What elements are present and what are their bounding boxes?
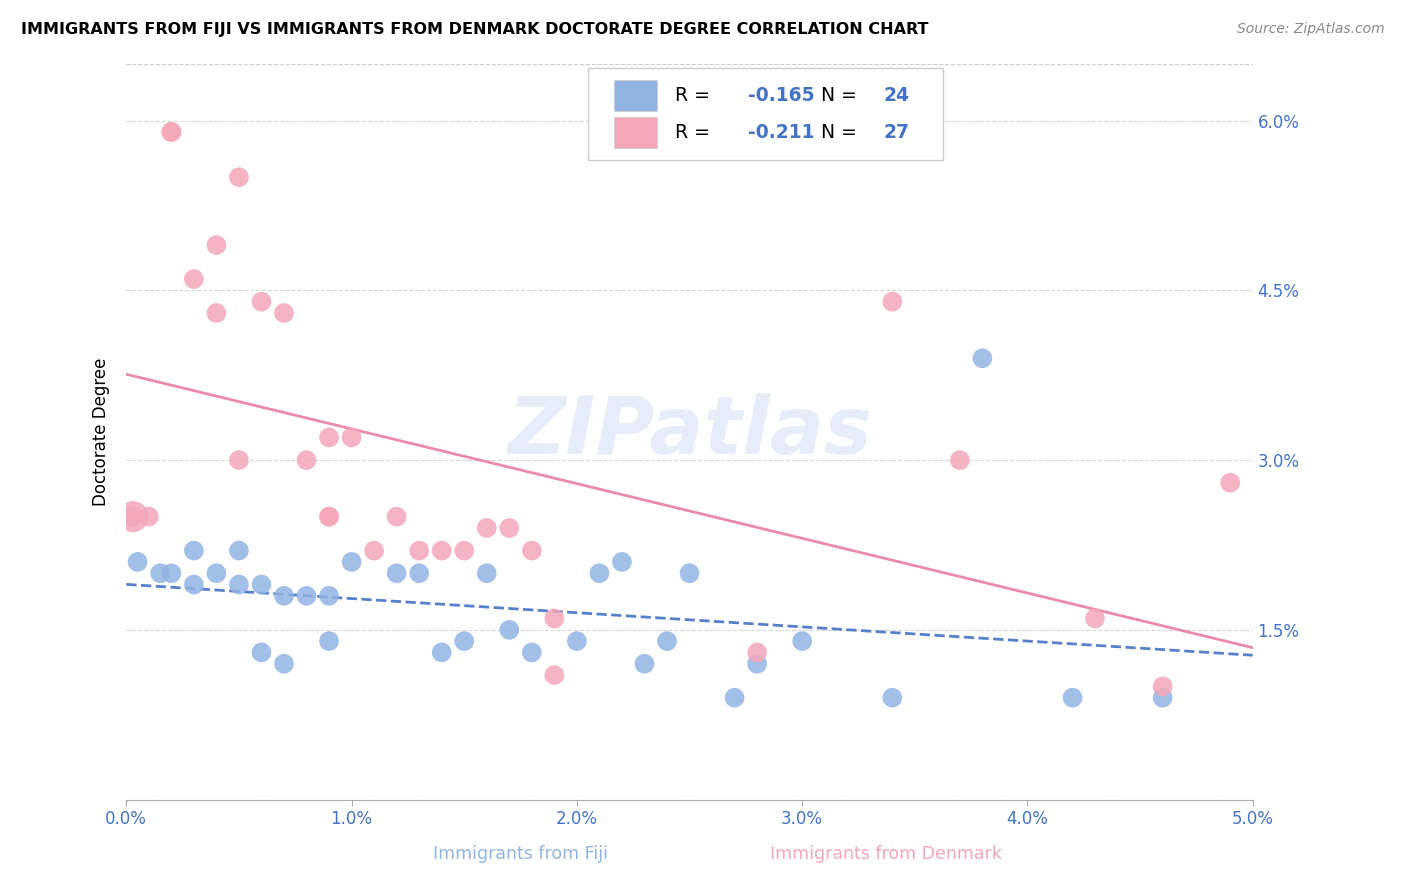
Point xyxy=(745,657,768,671)
Point xyxy=(273,657,295,671)
Point xyxy=(949,453,972,467)
Point xyxy=(205,306,228,320)
Point xyxy=(318,589,340,603)
Y-axis label: Doctorate Degree: Doctorate Degree xyxy=(93,358,110,506)
Point xyxy=(430,543,453,558)
Text: N =: N = xyxy=(821,86,863,104)
Point xyxy=(363,543,385,558)
Point xyxy=(250,577,273,591)
Point xyxy=(273,306,295,320)
Point xyxy=(678,566,700,581)
Point xyxy=(882,690,904,705)
Point xyxy=(1152,679,1174,693)
Point xyxy=(250,645,273,659)
Point xyxy=(205,566,228,581)
Point xyxy=(1219,475,1241,490)
Text: 24: 24 xyxy=(883,86,910,104)
Text: 27: 27 xyxy=(883,123,910,142)
Point xyxy=(543,611,565,625)
Point xyxy=(972,351,994,366)
Point xyxy=(633,657,655,671)
Point xyxy=(250,294,273,309)
Point xyxy=(408,543,430,558)
Point xyxy=(127,555,149,569)
Text: N =: N = xyxy=(821,123,863,142)
Point xyxy=(183,577,205,591)
Point xyxy=(882,294,904,309)
Point xyxy=(498,521,520,535)
Point xyxy=(543,668,565,682)
Point xyxy=(1084,611,1107,625)
Text: ZIPatlas: ZIPatlas xyxy=(508,392,872,471)
Point xyxy=(122,509,145,524)
Text: Immigrants from Fiji: Immigrants from Fiji xyxy=(433,846,607,863)
Point xyxy=(408,566,430,581)
Point xyxy=(318,509,340,524)
Point xyxy=(1152,690,1174,705)
FancyBboxPatch shape xyxy=(614,79,657,111)
Point xyxy=(453,634,475,648)
Point xyxy=(520,543,543,558)
Point xyxy=(430,645,453,659)
Text: Immigrants from Denmark: Immigrants from Denmark xyxy=(770,846,1001,863)
Point xyxy=(792,634,814,648)
Point xyxy=(228,577,250,591)
Point xyxy=(655,634,678,648)
Point xyxy=(228,170,250,185)
Point xyxy=(295,453,318,467)
Point xyxy=(149,566,172,581)
Point xyxy=(295,589,318,603)
Point xyxy=(273,589,295,603)
Point xyxy=(520,645,543,659)
Point xyxy=(475,566,498,581)
Point xyxy=(160,125,183,139)
Point xyxy=(723,690,745,705)
Point xyxy=(318,430,340,444)
Point xyxy=(385,566,408,581)
Point xyxy=(228,543,250,558)
Point xyxy=(453,543,475,558)
Text: Source: ZipAtlas.com: Source: ZipAtlas.com xyxy=(1237,22,1385,37)
Point xyxy=(745,645,768,659)
Point xyxy=(138,509,160,524)
Point xyxy=(565,634,588,648)
Point xyxy=(588,566,610,581)
Text: R =: R = xyxy=(675,86,716,104)
Point xyxy=(318,634,340,648)
Point xyxy=(160,125,183,139)
FancyBboxPatch shape xyxy=(614,117,657,148)
Point xyxy=(610,555,633,569)
Text: IMMIGRANTS FROM FIJI VS IMMIGRANTS FROM DENMARK DOCTORATE DEGREE CORRELATION CHA: IMMIGRANTS FROM FIJI VS IMMIGRANTS FROM … xyxy=(21,22,928,37)
Point xyxy=(183,543,205,558)
Point xyxy=(1062,690,1084,705)
Text: R =: R = xyxy=(675,123,716,142)
Text: -0.211: -0.211 xyxy=(748,123,814,142)
Point xyxy=(498,623,520,637)
FancyBboxPatch shape xyxy=(588,68,943,160)
Point xyxy=(183,272,205,286)
Text: -0.165: -0.165 xyxy=(748,86,814,104)
Point xyxy=(228,453,250,467)
Point xyxy=(340,555,363,569)
Point xyxy=(475,521,498,535)
Point xyxy=(385,509,408,524)
Point xyxy=(318,509,340,524)
Point xyxy=(160,566,183,581)
Point xyxy=(340,430,363,444)
Point xyxy=(205,238,228,252)
Point xyxy=(122,509,145,524)
